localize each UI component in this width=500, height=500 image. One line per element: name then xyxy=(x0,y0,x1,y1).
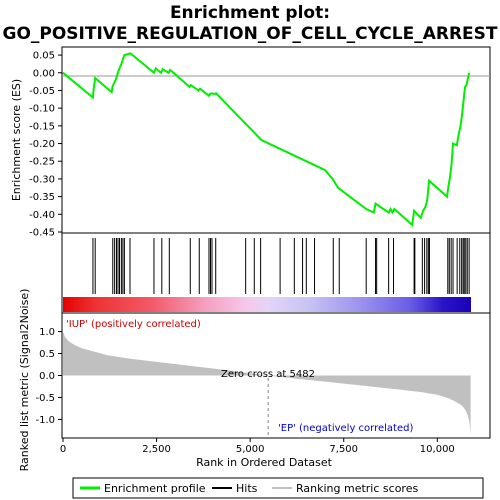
chart-title-line1: Enrichment plot: xyxy=(170,3,330,23)
hits-panel xyxy=(62,233,490,313)
es-y-tick-label: 0.05 xyxy=(33,51,55,62)
metric-y-tick-label: -1.0 xyxy=(35,415,55,426)
x-tick-label: 2,500 xyxy=(142,444,171,455)
rank-color-bar xyxy=(63,297,471,312)
x-tick-label: 10,000 xyxy=(420,444,455,455)
es-y-tick-label: -0.10 xyxy=(29,104,55,115)
x-tick-label: 0 xyxy=(60,444,66,455)
x-tick-label: 7,500 xyxy=(329,444,358,455)
metric-y-tick-label: 0.0 xyxy=(39,371,55,382)
es-y-tick-label: -0.20 xyxy=(29,139,55,150)
es-panel: 0.05 0.00 -0.05 -0.10 -0.15 -0.20 -0.25 -0.30 -0… xyxy=(10,47,490,239)
es-y-tick-label: -0.25 xyxy=(29,157,55,168)
legend: Enrichment profile Hits Ranking metric s… xyxy=(73,478,483,498)
metric-y-axis-label: Ranked list metric (Signal2Noise) xyxy=(18,289,31,472)
chart-title-line2: GO_POSITIVE_REGULATION_OF_CELL_CYCLE_ARR… xyxy=(2,24,497,44)
es-y-tick-label: -0.15 xyxy=(29,121,55,132)
positive-corr-label: 'IUP' (positively correlated) xyxy=(66,319,201,330)
es-y-tick-label: -0.45 xyxy=(29,228,55,239)
metric-y-tick-label: -0.5 xyxy=(35,393,55,404)
metric-y-tick-label: 0.5 xyxy=(39,349,55,360)
metric-panel: 1.0 0.5 0.0 -0.5 -1.0 0 2,500 5,000 7,500 10,000… xyxy=(18,289,490,472)
legend-enrichment-label: Enrichment profile xyxy=(104,482,206,495)
es-y-tick-label: -0.35 xyxy=(29,192,55,203)
es-y-tick-label: -0.40 xyxy=(29,210,55,221)
zero-cross-label: Zero cross at 5482 xyxy=(221,369,315,380)
es-y-tick-label: -0.30 xyxy=(29,174,55,185)
es-y-ticks: 0.05 0.00 -0.05 -0.10 -0.15 -0.20 -0.25 -0.30 -0… xyxy=(29,51,62,239)
es-y-tick-label: 0.00 xyxy=(33,68,55,79)
negative-corr-label: 'EP' (negatively correlated) xyxy=(278,423,413,434)
legend-metric-label: Ranking metric scores xyxy=(296,482,418,495)
es-y-axis-label: Enrichment score (ES) xyxy=(10,79,23,201)
metric-y-tick-label: 1.0 xyxy=(39,327,55,338)
x-tick-label: 5,000 xyxy=(236,444,265,455)
metric-y-ticks: 1.0 0.5 0.0 -0.5 -1.0 xyxy=(35,327,62,426)
metric-x-ticks: 0 2,500 5,000 7,500 10,000 xyxy=(60,438,455,455)
es-y-tick-label: -0.05 xyxy=(29,86,55,97)
x-axis-label: Rank in Ordered Dataset xyxy=(196,456,333,469)
legend-hits-label: Hits xyxy=(236,482,258,495)
